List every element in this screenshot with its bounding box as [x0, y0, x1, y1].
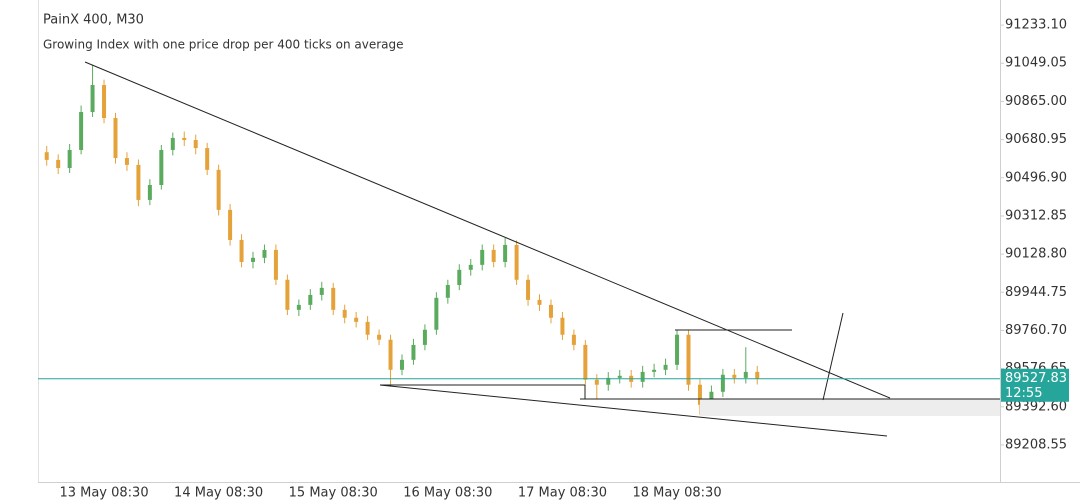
- y-tick-label: 90312.85: [1005, 208, 1067, 223]
- candle-body: [388, 339, 393, 370]
- y-tick-label: 89392.60: [1005, 399, 1067, 414]
- chart-title: PainX 400, M30: [43, 13, 144, 28]
- candle-body: [147, 185, 152, 200]
- y-tick-label: 90865.00: [1005, 94, 1067, 109]
- current-price-box: [1001, 368, 1069, 402]
- candle-body: [365, 321, 370, 335]
- candle-body: [342, 309, 347, 318]
- candle-body: [503, 244, 508, 262]
- shaded-zone: [700, 399, 1000, 416]
- candle-body: [560, 317, 565, 335]
- candle-body: [697, 384, 702, 405]
- candle-body: [262, 249, 267, 258]
- candle-body: [67, 149, 72, 168]
- candle-body: [319, 287, 324, 295]
- candle-body: [617, 375, 622, 378]
- candle-body: [170, 137, 175, 150]
- y-tick-label: 89208.55: [1005, 437, 1067, 452]
- x-tick-label: 18 May 08:30: [632, 486, 721, 501]
- candle-body: [193, 139, 198, 149]
- trendline-upper: [84, 61, 891, 399]
- candle-body: [159, 149, 164, 186]
- candle-body: [457, 269, 462, 285]
- candle-body: [652, 369, 657, 372]
- y-tick-label: 90680.95: [1005, 132, 1067, 147]
- x-tick-label: 14 May 08:30: [174, 486, 263, 501]
- chart-subtitle: Growing Index with one price drop per 40…: [43, 38, 404, 52]
- candle-body: [571, 334, 576, 345]
- candle-body: [732, 374, 737, 378]
- drawings: [84, 61, 1000, 437]
- candle-body: [354, 317, 359, 322]
- candle-body: [594, 379, 599, 385]
- candle-body: [205, 148, 210, 170]
- candle-body: [548, 304, 553, 318]
- countdown-label: 12:55: [1005, 386, 1042, 401]
- y-tick-label: 91233.10: [1005, 18, 1067, 33]
- current-price-label: 89527.83: [1005, 371, 1067, 386]
- candle-body: [182, 137, 187, 140]
- candle-body: [526, 279, 531, 300]
- candle-body: [709, 391, 714, 405]
- candle-body: [239, 239, 244, 262]
- candle-body: [399, 359, 404, 370]
- candle-body: [675, 334, 680, 365]
- candle-body: [79, 111, 84, 150]
- y-tick-label: 91049.05: [1005, 56, 1067, 71]
- candle-body: [102, 85, 107, 119]
- candle-body: [422, 329, 427, 345]
- candle-body: [743, 371, 748, 378]
- candle-body: [308, 294, 313, 305]
- candle-body: [251, 257, 256, 262]
- candle-body: [640, 371, 645, 382]
- candle-body: [136, 164, 141, 200]
- candle-body: [606, 377, 611, 385]
- x-tick-label: 13 May 08:30: [59, 486, 148, 501]
- candle-body: [216, 169, 221, 210]
- candle-body: [411, 344, 416, 360]
- x-tick-label: 15 May 08:30: [289, 486, 378, 501]
- candle-body: [331, 287, 336, 310]
- candle-body: [228, 209, 233, 240]
- candle-body: [445, 284, 450, 298]
- y-tick-label: 90128.80: [1005, 247, 1067, 262]
- candle-body: [491, 249, 496, 262]
- candle-body: [755, 371, 760, 379]
- x-tick-label: 16 May 08:30: [403, 486, 492, 501]
- price-axis: 91233.10 91049.05 90865.00 90680.95 90496.90…: [1000, 18, 1067, 452]
- candle-body: [296, 304, 301, 310]
- candle-body: [56, 159, 61, 168]
- candle-body: [90, 85, 95, 112]
- candle-body: [468, 264, 473, 270]
- candle-body: [44, 152, 49, 160]
- y-tick-label: 89944.75: [1005, 285, 1067, 300]
- candle-body: [514, 244, 519, 280]
- candle-body: [583, 344, 588, 380]
- y-tick-label: 90496.90: [1005, 170, 1067, 185]
- candle-body: [273, 249, 278, 280]
- x-tick-label: 17 May 08:30: [518, 486, 607, 501]
- candle-body: [124, 158, 129, 165]
- y-tick-label: 89760.70: [1005, 323, 1067, 338]
- candle-body: [537, 299, 542, 305]
- candle-body: [285, 279, 290, 310]
- candle-body: [480, 249, 485, 265]
- projection-line: [822, 312, 844, 401]
- candle-body: [434, 297, 439, 330]
- candle-body: [720, 374, 725, 392]
- trendline-lower: [379, 384, 888, 437]
- candle-body: [377, 334, 382, 340]
- candle-body: [663, 364, 668, 370]
- candle-body: [113, 118, 118, 159]
- candle-body: [686, 334, 691, 385]
